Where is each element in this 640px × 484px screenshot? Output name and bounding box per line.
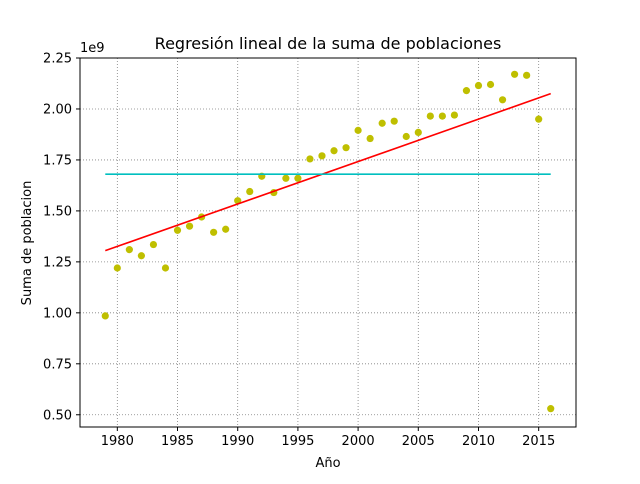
regression-line [105,92,551,252]
scatter-point [354,126,362,134]
scatter-point [378,119,386,127]
scatter-point [342,144,350,152]
scatter-point [450,111,459,119]
x-tick-label: 2015 [522,434,555,449]
scatter-point [486,80,495,89]
data-marks [101,70,555,413]
y-axis-offset-label: 1e9 [80,41,105,56]
chart-title: Regresión lineal de la suma de poblacion… [155,34,502,53]
axes-frame [79,57,577,428]
y-tick-label: 1.25 [43,255,72,270]
x-axis-ticks: 1980 1985 1990 1995 2000 2005 2010 2015 [101,427,555,449]
scatter-point [173,226,182,234]
scatter-point [414,128,422,137]
scatter-point [282,174,290,182]
scatter-point [161,264,170,272]
scatter-point [306,155,314,163]
scatter-point [366,134,374,143]
x-tick-label: 1980 [101,434,134,449]
x-tick-label: 1985 [161,434,194,449]
scatter-point [125,246,133,254]
x-axis-label: Año [315,456,340,471]
scatter-point [137,252,145,260]
scatter-point [210,228,218,236]
y-tick-label: 2.25 [43,52,72,67]
plot-area: 1980 1985 1990 1995 2000 2005 2010 2015 0.50 0.7… [43,52,577,449]
scatter-point [402,132,410,141]
scatter-point [149,240,158,249]
scatter-point [426,112,434,120]
scatter-point [185,222,194,230]
x-tick-label: 2010 [462,434,495,449]
x-tick-label: 1995 [281,434,314,449]
scatter-point [474,81,483,90]
scatter-point [523,71,531,79]
scatter-point [246,187,254,196]
scatter-point [547,405,555,413]
y-axis-label: Suma de poblacion [20,181,35,306]
y-tick-label: 1.75 [43,153,72,168]
y-tick-label: 1.50 [43,204,72,219]
scatter-point [101,312,109,320]
scatter-point [535,115,543,123]
y-tick-label: 2.00 [43,102,72,117]
x-tick-label: 1990 [221,434,254,449]
scatter-point [390,117,398,125]
scatter-point [113,264,121,272]
scatter-point [294,174,302,182]
scatter-point [438,112,446,120]
y-axis-ticks: 0.50 0.75 1.00 1.25 1.50 1.75 2.00 2.25 [43,52,80,423]
x-tick-label: 2000 [342,434,375,449]
y-tick-label: 0.50 [43,408,72,423]
y-tick-label: 1.00 [43,306,72,321]
scatter-point [511,70,519,78]
y-tick-label: 0.75 [43,357,72,372]
scatter-point [498,96,507,104]
scatter-point [222,225,230,233]
x-tick-label: 2005 [402,434,435,449]
scatter-point [462,87,471,95]
scatter-point [318,152,326,160]
scatter-point [330,147,338,155]
